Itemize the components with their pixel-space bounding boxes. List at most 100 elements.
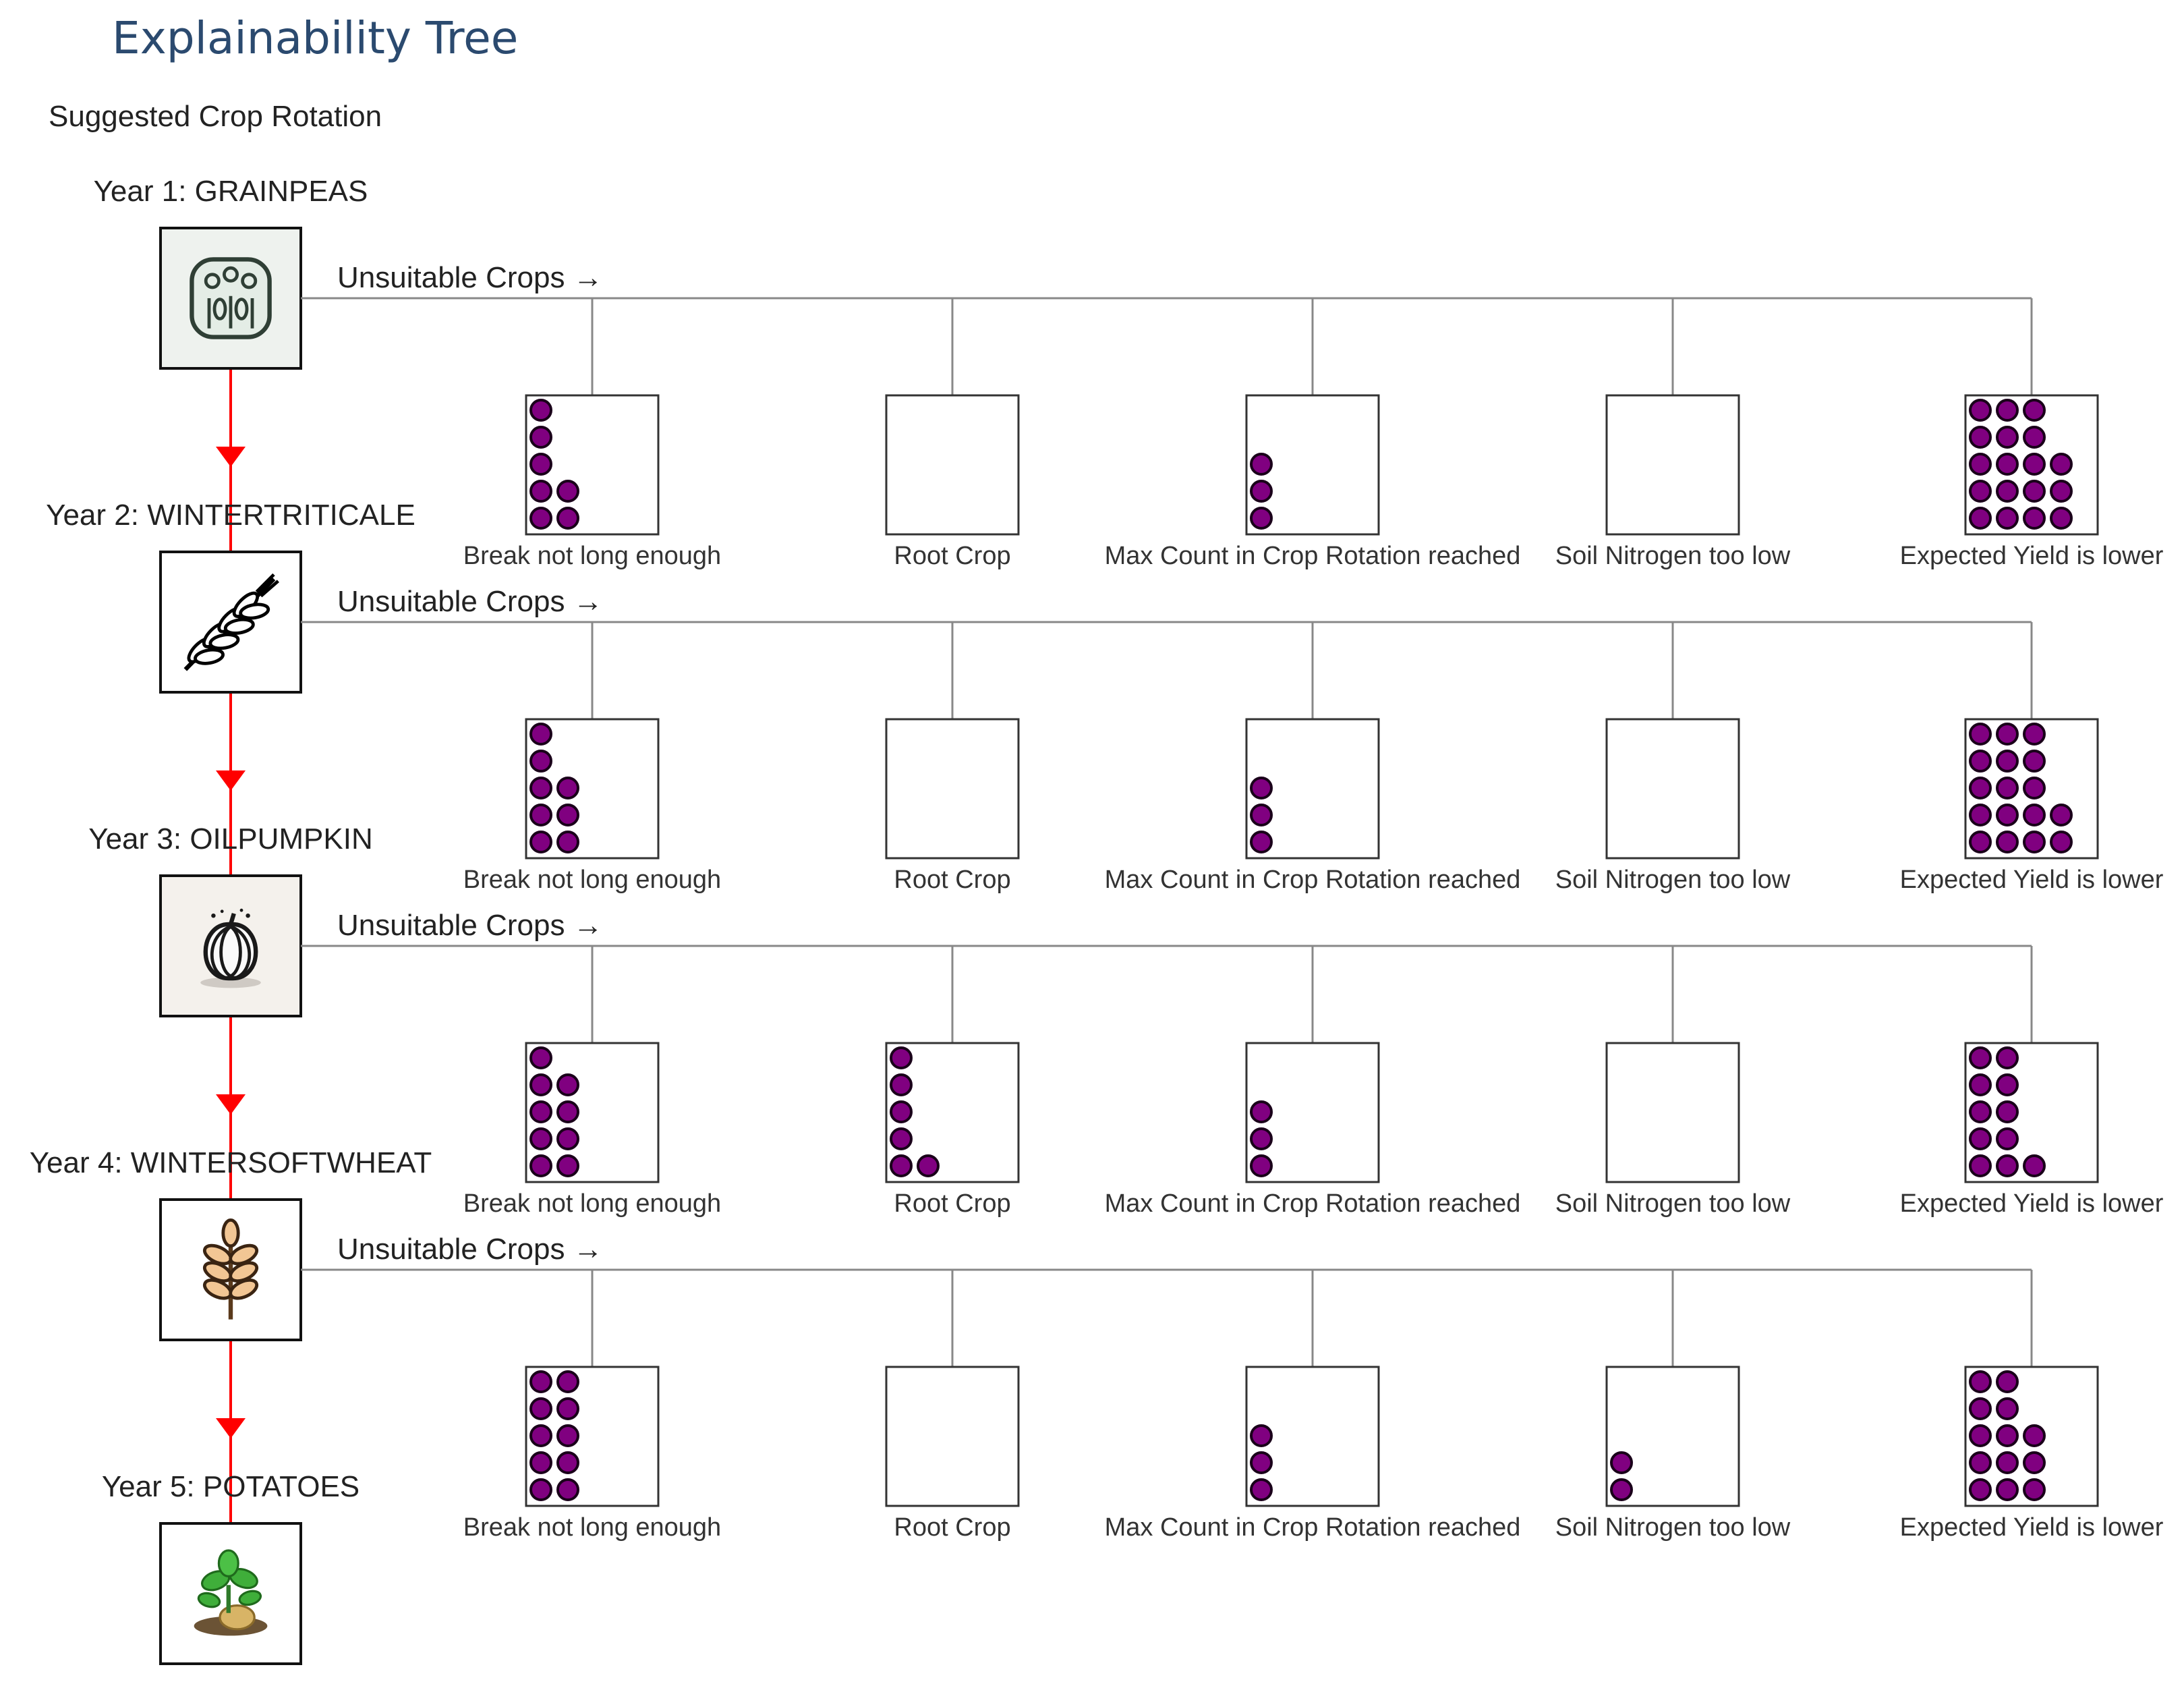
year-label: Year 5: POTATOES <box>102 1470 360 1503</box>
crop-dot <box>2023 507 2046 530</box>
crop-dot <box>1969 453 1992 476</box>
crop-dot <box>1250 1154 1273 1177</box>
reason-node: Expected Yield is lower <box>1900 622 2164 894</box>
crop-dot <box>529 1397 552 1420</box>
crop-dot <box>529 399 552 422</box>
crop-dot <box>529 1478 552 1501</box>
crop-dot <box>2023 804 2046 826</box>
crop-dot <box>529 1127 552 1150</box>
reason-label: Expected Yield is lower <box>1900 1513 2164 1542</box>
crop-dot <box>1996 831 2019 853</box>
year-node: Year 4: WINTERSOFTWHEAT Unsuitable Crops … <box>30 1146 2164 1542</box>
reason-node: Break not long enough <box>463 1270 721 1542</box>
unsuitable-crops-label: Unsuitable Crops → <box>337 261 603 294</box>
crop-dot <box>1969 1451 1992 1474</box>
crop-dot <box>556 1154 579 1177</box>
reason-label: Expected Yield is lower <box>1900 542 2164 570</box>
reason-node: Soil Nitrogen too low <box>1555 298 1791 570</box>
crop-dot <box>529 426 552 449</box>
crop-dot <box>2023 723 2046 746</box>
reason-label: Expected Yield is lower <box>1900 866 2164 894</box>
crop-dot <box>2023 453 2046 476</box>
crop-dot <box>556 1073 579 1096</box>
crop-dot <box>1996 1073 2019 1096</box>
reason-node: Soil Nitrogen too low <box>1555 946 1791 1218</box>
crop-dot <box>1250 453 1273 476</box>
reason-node: Root Crop <box>885 298 1020 570</box>
crop-dot <box>529 1046 552 1069</box>
crop-dot <box>890 1100 913 1123</box>
crop-dot <box>1996 1397 2019 1420</box>
reason-box <box>885 394 1020 536</box>
crop-dot <box>1250 1100 1273 1123</box>
crop-dot <box>529 831 552 853</box>
crop-dot <box>1250 804 1273 826</box>
crop-dot <box>1969 1100 1992 1123</box>
reason-node: Expected Yield is lower <box>1900 298 2164 570</box>
down-arrow-icon <box>216 447 246 467</box>
reason-label: Soil Nitrogen too low <box>1555 866 1791 894</box>
crop-dot <box>529 480 552 503</box>
crop-dot <box>556 777 579 799</box>
year-label: Year 1: GRAINPEAS <box>94 175 368 208</box>
crop-dot <box>1250 1127 1273 1150</box>
crop-dot <box>1996 723 2019 746</box>
reason-label: Root Crop <box>894 542 1010 570</box>
crop-dot <box>890 1154 913 1177</box>
crop-dot <box>2050 831 2073 853</box>
reason-label: Soil Nitrogen too low <box>1555 1513 1791 1542</box>
crop-dot <box>556 1370 579 1393</box>
crop-dot <box>529 723 552 746</box>
crop-dot <box>529 804 552 826</box>
reason-box <box>885 1366 1020 1507</box>
crop-dot <box>2050 453 2073 476</box>
reason-node: Max Count in Crop Rotation reached <box>1105 622 1520 894</box>
reason-label: Soil Nitrogen too low <box>1555 1189 1791 1218</box>
reason-label: Max Count in Crop Rotation reached <box>1105 1513 1521 1542</box>
crop-dot <box>556 804 579 826</box>
crop-dot <box>1996 480 2019 503</box>
crop-dot <box>556 507 579 530</box>
reason-label: Root Crop <box>894 1189 1010 1218</box>
reason-node: Root Crop <box>885 1270 1020 1542</box>
reason-label: Break not long enough <box>463 866 721 894</box>
crop-dot <box>1969 750 1992 773</box>
down-arrow-icon <box>216 1418 246 1438</box>
crop-dot <box>1250 480 1273 503</box>
crop-dot <box>1969 1073 1992 1096</box>
crop-dot <box>890 1046 913 1069</box>
crop-dot <box>890 1127 913 1150</box>
crop-dot <box>556 1127 579 1150</box>
crop-dot <box>556 1478 579 1501</box>
crop-dot <box>2023 1154 2046 1177</box>
reason-label: Break not long enough <box>463 542 721 570</box>
crop-dot <box>1996 399 2019 422</box>
crop-dot <box>529 1370 552 1393</box>
crop-dot <box>917 1154 940 1177</box>
page-title: Explainability Tree <box>112 12 519 64</box>
crop-dot <box>1250 831 1273 853</box>
crop-dot <box>1996 426 2019 449</box>
year-label: Year 2: WINTERTRITICALE <box>46 499 415 532</box>
reason-node: Root Crop <box>885 946 1020 1218</box>
crop-dot <box>1969 831 1992 853</box>
reason-box <box>1605 718 1740 860</box>
unsuitable-crops-label: Unsuitable Crops → <box>337 585 603 618</box>
crop-dot <box>2050 507 2073 530</box>
crop-dot <box>1969 426 1992 449</box>
reason-node: Soil Nitrogen too low <box>1555 1270 1791 1542</box>
crop-dot <box>2023 480 2046 503</box>
crop-dot <box>529 1154 552 1177</box>
crop-dot <box>556 1451 579 1474</box>
crop-dot <box>1610 1451 1633 1474</box>
crop-dot <box>1996 804 2019 826</box>
year-node: Year 5: POTATOES <box>102 1470 360 1665</box>
crop-dot <box>2050 804 2073 826</box>
crop-dot <box>529 1100 552 1123</box>
crop-dot <box>1996 1451 2019 1474</box>
reason-label: Break not long enough <box>463 1513 721 1542</box>
crop-dot <box>1996 1478 2019 1501</box>
crop-dot <box>529 507 552 530</box>
crop-dot <box>1610 1478 1633 1501</box>
